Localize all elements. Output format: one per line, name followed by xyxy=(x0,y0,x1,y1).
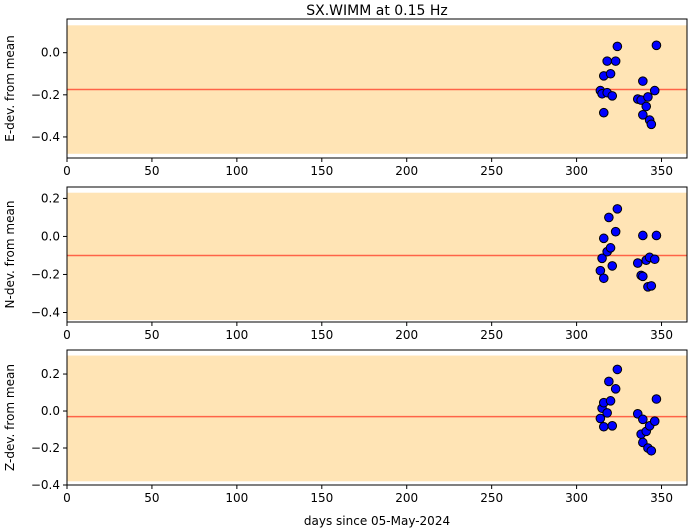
data-point-14 xyxy=(638,271,648,282)
data-point-1 xyxy=(595,413,606,424)
deviation-band xyxy=(67,192,687,321)
x-tick-label: 250 xyxy=(480,328,503,342)
data-point-10 xyxy=(612,41,623,52)
y-axis-label: N-dev. from mean xyxy=(3,201,17,309)
data-point-13 xyxy=(638,230,648,241)
x-tick-label: 350 xyxy=(650,328,673,342)
panel-1: −0.4 −0.2 0.0 0 50 100 150 200 250 300 350 E-dev. f… xyxy=(3,18,688,178)
y-tick-label: 0.2 xyxy=(41,191,60,205)
data-point-11 xyxy=(632,258,643,268)
x-tick-label: 300 xyxy=(565,491,588,505)
data-point-6 xyxy=(602,56,612,66)
data-point-7 xyxy=(605,396,616,406)
y-tick-label: 0.2 xyxy=(41,367,60,381)
x-tick-label: 150 xyxy=(310,491,333,505)
data-point-6 xyxy=(604,376,614,387)
data-point-4 xyxy=(598,421,609,432)
x-tick-label: 350 xyxy=(650,491,673,505)
plot-frame xyxy=(66,18,688,159)
x-tick-label: 300 xyxy=(565,164,588,178)
x-tick-label: 150 xyxy=(310,328,333,342)
data-point-5 xyxy=(602,408,612,418)
y-tick-label: −0.4 xyxy=(31,130,60,144)
x-tick-label: 50 xyxy=(144,328,159,342)
data-point-19 xyxy=(649,416,660,426)
x-axis-label: days since 05-May-2024 xyxy=(304,514,450,528)
plot-frame xyxy=(66,186,688,323)
x-tick-label: 300 xyxy=(565,328,588,342)
data-point-6 xyxy=(604,212,614,223)
deviation-band xyxy=(67,355,687,482)
data-point-18 xyxy=(646,445,657,456)
data-point-15 xyxy=(641,101,652,112)
chart-title: SX.WIMM at 0.15 Hz xyxy=(306,3,448,19)
y-axis-label: E-dev. from mean xyxy=(3,35,17,141)
data-point-13 xyxy=(638,76,648,86)
data-point-9 xyxy=(610,384,621,394)
data-point-8 xyxy=(607,421,618,431)
x-tick-label: 50 xyxy=(144,491,159,505)
y-tick-label: −0.4 xyxy=(31,305,60,319)
y-tick-label: 0.0 xyxy=(41,229,60,243)
data-point-10 xyxy=(612,364,623,375)
data-point-20 xyxy=(651,40,662,51)
y-tick-label: −0.2 xyxy=(31,267,60,281)
data-point-2 xyxy=(597,253,607,264)
data-point-4 xyxy=(598,273,609,284)
y-tick-label: −0.2 xyxy=(31,441,60,455)
data-point-20 xyxy=(651,394,662,404)
x-tick-label: 250 xyxy=(480,164,503,178)
x-tick-label: 100 xyxy=(225,164,248,178)
y-tick-label: 0.0 xyxy=(41,404,60,418)
data-point-9 xyxy=(610,226,621,237)
data-point-3 xyxy=(598,233,609,244)
data-point-9 xyxy=(610,56,621,66)
data-point-8 xyxy=(607,261,618,271)
x-tick-label: 200 xyxy=(395,328,418,342)
data-point-10 xyxy=(612,204,623,214)
x-tick-label: 250 xyxy=(480,491,503,505)
data-point-4 xyxy=(598,107,609,118)
data-point-14 xyxy=(638,110,648,120)
data-point-16 xyxy=(643,92,653,102)
data-point-18 xyxy=(646,119,657,130)
x-tick-label: 350 xyxy=(650,164,673,178)
x-tick-label: 0 xyxy=(63,164,71,178)
data-point-8 xyxy=(607,91,618,101)
y-tick-label: 0.0 xyxy=(41,46,60,60)
x-tick-label: 0 xyxy=(63,491,71,505)
y-tick-label: −0.4 xyxy=(31,478,60,492)
x-tick-label: 200 xyxy=(395,164,418,178)
data-point-19 xyxy=(649,85,660,96)
plot-frame xyxy=(66,349,688,486)
x-tick-label: 0 xyxy=(63,328,71,342)
x-tick-label: 200 xyxy=(395,491,418,505)
data-point-18 xyxy=(646,281,657,291)
data-point-14 xyxy=(638,414,648,425)
data-point-20 xyxy=(651,230,662,241)
x-tick-label: 100 xyxy=(225,491,248,505)
y-axis-label: Z-dev. from mean xyxy=(3,364,17,471)
panel-2: −0.4 −0.2 0.0 0.2 0 50 100 150 200 250 300 350 N-dev… xyxy=(3,186,688,342)
data-point-19 xyxy=(649,254,660,265)
panel-3: −0.4 −0.2 0.0 0.2 0 50 100 150 200 250 300 350 Z-dev… xyxy=(3,349,688,505)
x-tick-label: 150 xyxy=(310,164,333,178)
y-tick-label: −0.2 xyxy=(31,88,60,102)
x-tick-label: 50 xyxy=(144,164,159,178)
data-point-7 xyxy=(605,68,616,79)
data-point-7 xyxy=(605,243,616,253)
x-tick-label: 100 xyxy=(225,328,248,342)
